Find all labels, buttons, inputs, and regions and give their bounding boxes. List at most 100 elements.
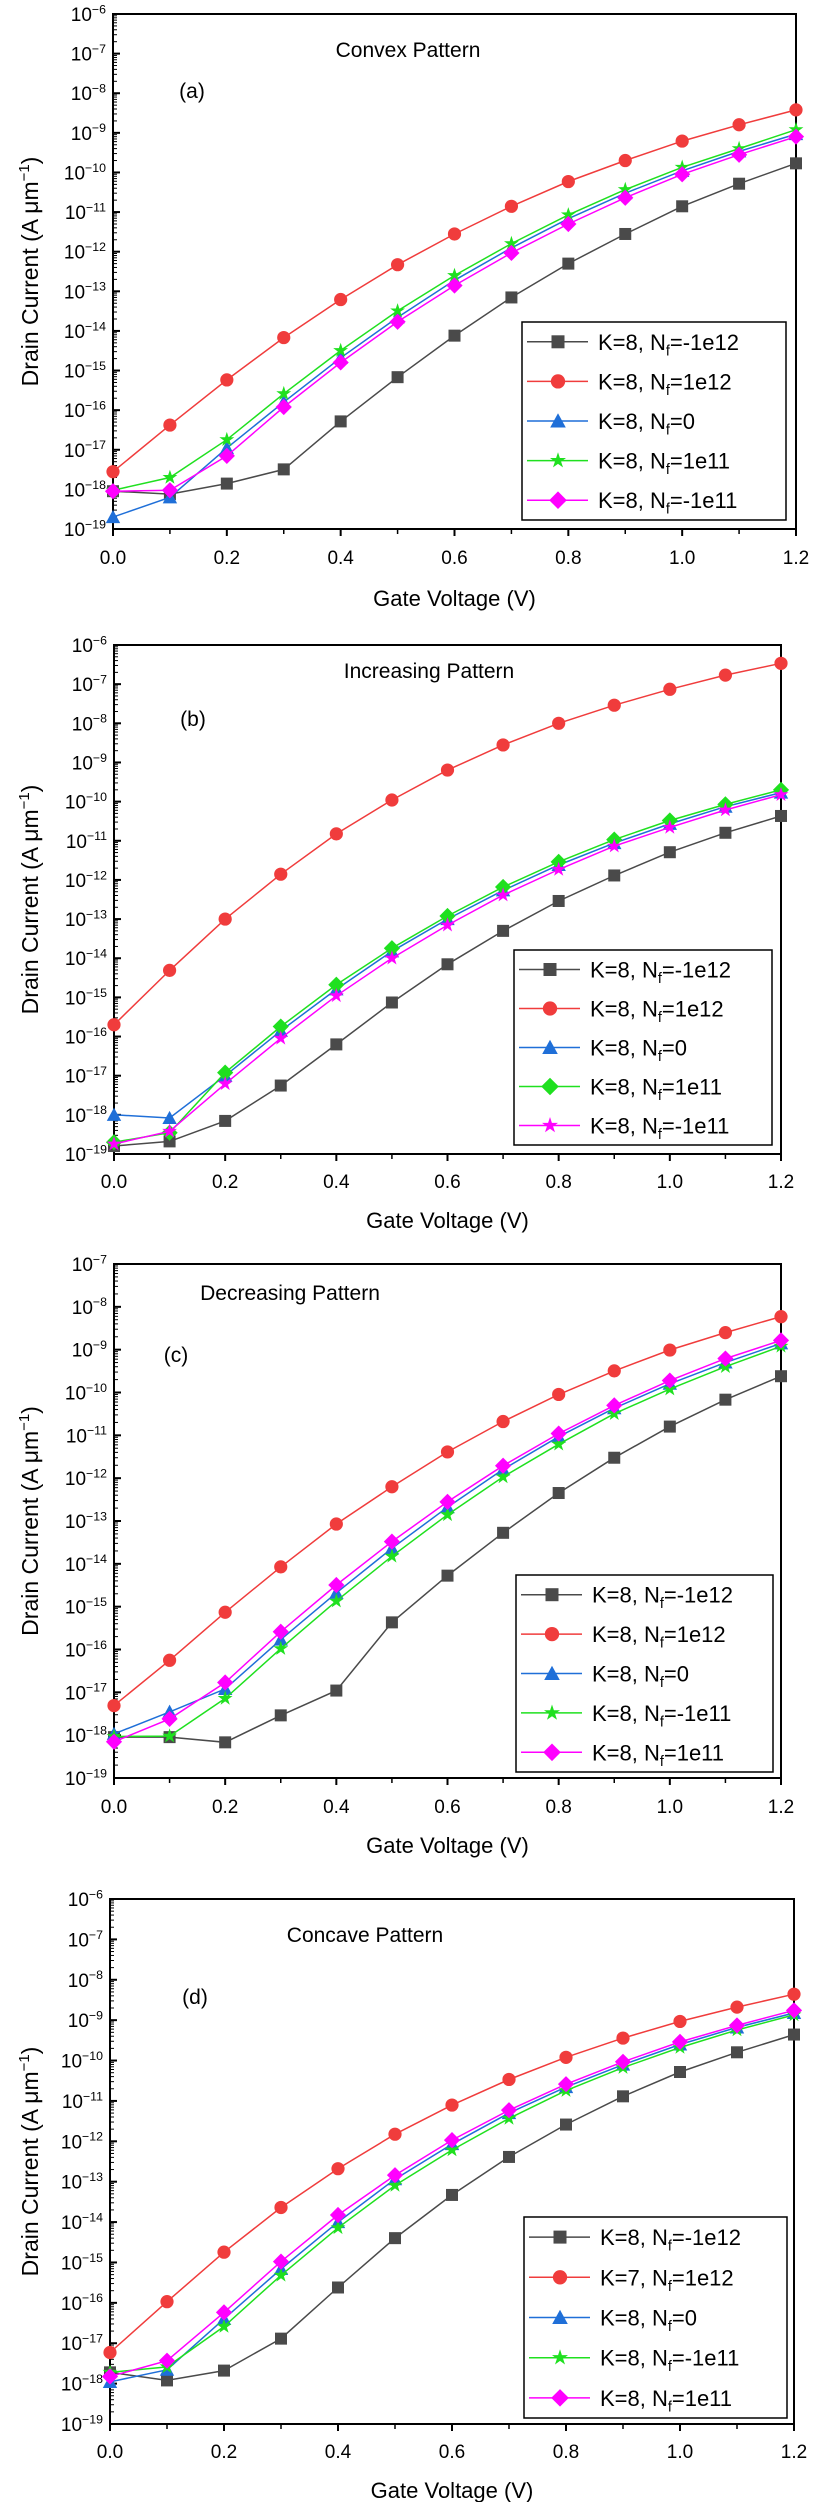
y-tick-label: 10−6​ — [71, 2, 106, 26]
data-point — [162, 1110, 177, 1125]
text-part: 10 — [71, 84, 92, 105]
superscript: −13 — [85, 280, 106, 294]
text-part: 10 — [65, 1512, 86, 1533]
superscript: −10 — [86, 790, 107, 804]
y-tick-label: 10−9​ — [71, 121, 106, 145]
data-point — [218, 1605, 232, 1619]
legend-marker-triangle — [552, 2309, 568, 2324]
data-point — [788, 2028, 800, 2041]
subscript: f — [660, 1675, 664, 1691]
subscript: f — [658, 1127, 662, 1143]
legend-label: K=8, Nf​=1e11 — [600, 2386, 732, 2416]
text-part: =1e12 — [664, 1622, 726, 1647]
superscript: −1 — [16, 792, 33, 809]
y-tick-label: 10−10​ — [64, 161, 106, 185]
y-axis-label: Drain Current (A μm−1​) — [16, 785, 43, 1015]
superscript: −17 — [82, 2332, 103, 2346]
data-point — [663, 1420, 676, 1433]
superscript: −16 — [86, 1025, 107, 1039]
data-point — [389, 2232, 401, 2245]
superscript: −14 — [85, 319, 106, 333]
legend-label: K=8, Nf​=0 — [598, 409, 695, 439]
text-part: 10 — [62, 2092, 83, 2113]
data-point — [332, 354, 349, 371]
x-tick-label: 0.8 — [545, 1172, 571, 1193]
data-point — [772, 1332, 790, 1349]
y-tick-label: 10−13​ — [64, 280, 106, 304]
subscript: f — [666, 343, 670, 359]
data-point — [161, 482, 179, 499]
y-tick-label: 10−9​ — [68, 2009, 103, 2033]
data-point — [219, 440, 235, 455]
x-tick-label: 0.0 — [101, 1797, 127, 1818]
y-tick-label: 10−11​ — [66, 829, 107, 853]
subscript: f — [658, 971, 662, 987]
data-point — [496, 738, 510, 752]
x-tick-label: 0.6 — [434, 1172, 460, 1193]
text-part: =1e11 — [672, 2386, 732, 2411]
x-tick-label: 1.0 — [657, 1172, 683, 1193]
legend-label: K=8, Nf​=-1e12 — [592, 1583, 733, 1613]
x-axis-label: Gate Voltage (V) — [366, 1833, 529, 1858]
data-point — [552, 716, 566, 730]
text-part: 10 — [65, 871, 86, 892]
data-point — [162, 963, 177, 977]
text-part: =-1e12 — [672, 2225, 741, 2250]
data-point — [220, 373, 234, 387]
text-part: 10 — [65, 1598, 86, 1619]
subscript: f — [666, 462, 670, 478]
data-point — [719, 826, 732, 839]
subscript: f — [666, 423, 670, 439]
data-point — [719, 1393, 732, 1406]
superscript: −8 — [93, 1295, 107, 1309]
data-point — [106, 1136, 122, 1151]
legend-label: K=8, Nf​=-1e12 — [590, 958, 731, 988]
data-point — [328, 1593, 344, 1608]
text-part: 10 — [61, 2132, 82, 2153]
data-point — [386, 2167, 404, 2184]
text-part: =0 — [672, 2306, 697, 2331]
data-point — [440, 1506, 455, 1522]
x-tick-label: 0.6 — [439, 2442, 465, 2463]
superscript: −7 — [93, 1252, 107, 1266]
data-point — [608, 1451, 621, 1464]
data-point — [448, 329, 461, 342]
text-part: 10 — [64, 401, 85, 422]
superscript: −12 — [86, 868, 107, 882]
y-tick-label: 10−17​ — [61, 2332, 103, 2356]
text-part: 10 — [64, 480, 85, 501]
data-point — [383, 940, 401, 957]
text-part: K=8, N — [598, 409, 666, 434]
y-tick-label: 10−8​ — [68, 1968, 103, 1992]
data-point — [390, 303, 405, 318]
data-point — [775, 1370, 787, 1383]
y-tick-label: 10−19​ — [65, 1142, 107, 1166]
data-point — [496, 1414, 510, 1429]
text-part: 10 — [64, 243, 85, 264]
data-point — [273, 1030, 289, 1045]
superscript: −11 — [86, 200, 106, 214]
series-1 — [103, 1987, 801, 2360]
legend-label: K=8, Nf​=-1e12 — [598, 330, 739, 360]
subscript: f — [660, 1636, 664, 1652]
data-point — [329, 827, 343, 841]
x-tick-label: 1.2 — [781, 2442, 807, 2463]
superscript: −8 — [89, 1968, 103, 1982]
text-part: 10 — [65, 1106, 86, 1127]
data-point — [441, 958, 454, 971]
data-point — [787, 1987, 801, 2001]
data-point — [494, 1457, 512, 1474]
superscript: −6 — [92, 2, 106, 16]
legend-marker-diamond — [549, 491, 567, 509]
superscript: −18 — [85, 478, 106, 492]
data-point — [676, 200, 689, 213]
superscript: −7 — [93, 673, 107, 687]
data-point — [276, 385, 292, 400]
legend-marker-star — [544, 1704, 560, 1720]
data-point — [329, 2206, 347, 2224]
data-point — [161, 2374, 173, 2387]
data-point — [275, 2332, 287, 2345]
y-tick-label: 10−15​ — [65, 986, 107, 1010]
text-part: K=8, N — [592, 1701, 660, 1726]
